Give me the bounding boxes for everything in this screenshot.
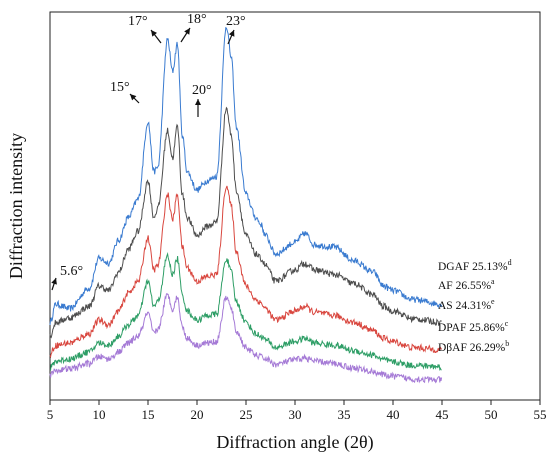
x-tick-label: 25	[240, 407, 253, 422]
x-tick-label: 5	[47, 407, 54, 422]
peak-label: 20°	[192, 83, 212, 98]
series-line-2	[49, 106, 442, 339]
peak-arrowhead	[151, 30, 157, 37]
x-tick-label: 20	[191, 407, 204, 422]
peak-label: 18°	[187, 12, 207, 27]
series-line-1	[49, 26, 443, 326]
series-label: DβAF 26.29%b	[438, 339, 509, 354]
peak-arrowhead	[228, 30, 235, 37]
peak-label: 17°	[128, 14, 148, 29]
x-tick-label: 50	[485, 407, 498, 422]
x-tick-label: 10	[93, 407, 106, 422]
peak-arrowhead	[184, 28, 190, 35]
peak-arrowhead	[195, 99, 201, 105]
peak-label: 15°	[110, 80, 130, 95]
x-ticks: 5 10 15 20 25 30 35 40 45 50 55	[47, 400, 547, 422]
series-line-5	[49, 292, 443, 384]
x-tick-label: 35	[338, 407, 351, 422]
x-tick-label: 55	[534, 407, 547, 422]
series-label: AS 24.31%e	[438, 297, 495, 312]
series-line-3	[49, 185, 443, 359]
peak-arrowhead	[130, 94, 137, 101]
x-tick-label: 30	[289, 407, 302, 422]
series-label: DPAF 25.86%c	[438, 319, 509, 334]
series-label: AF 26.55%a	[438, 277, 495, 292]
x-axis-title: Diffraction angle (2θ)	[216, 432, 373, 453]
y-axis-title: Diffraction intensity	[6, 133, 26, 279]
series-layer	[49, 26, 443, 384]
peak-label: 23°	[226, 14, 246, 29]
peak-annotations: 5.6° 15° 17° 18° 20° 23°	[51, 12, 246, 291]
x-tick-label: 15	[142, 407, 155, 422]
series-labels: DGAF 25.13%d AF 26.55%a AS 24.31%e DPAF 25.…	[438, 258, 512, 354]
x-tick-label: 40	[387, 407, 400, 422]
series-label: DGAF 25.13%d	[438, 258, 512, 273]
peak-arrowhead	[51, 278, 57, 285]
x-tick-label: 45	[436, 407, 449, 422]
series-line-4	[49, 251, 442, 371]
peak-label: 5.6°	[60, 264, 83, 279]
